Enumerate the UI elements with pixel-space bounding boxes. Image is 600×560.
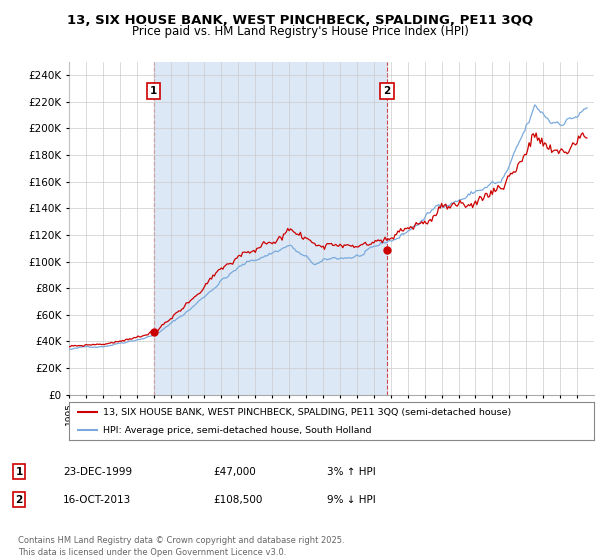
Text: £108,500: £108,500	[213, 494, 262, 505]
Text: £47,000: £47,000	[213, 466, 256, 477]
Text: 3% ↑ HPI: 3% ↑ HPI	[327, 466, 376, 477]
Text: 2: 2	[16, 494, 23, 505]
Text: 1: 1	[16, 466, 23, 477]
Text: 13, SIX HOUSE BANK, WEST PINCHBECK, SPALDING, PE11 3QQ: 13, SIX HOUSE BANK, WEST PINCHBECK, SPAL…	[67, 14, 533, 27]
Text: 23-DEC-1999: 23-DEC-1999	[63, 466, 132, 477]
Text: 16-OCT-2013: 16-OCT-2013	[63, 494, 131, 505]
Text: 13, SIX HOUSE BANK, WEST PINCHBECK, SPALDING, PE11 3QQ (semi-detached house): 13, SIX HOUSE BANK, WEST PINCHBECK, SPAL…	[103, 408, 511, 417]
Text: 1: 1	[150, 86, 157, 96]
Text: HPI: Average price, semi-detached house, South Holland: HPI: Average price, semi-detached house,…	[103, 426, 371, 435]
Text: 2: 2	[383, 86, 391, 96]
Text: Contains HM Land Registry data © Crown copyright and database right 2025.
This d: Contains HM Land Registry data © Crown c…	[18, 536, 344, 557]
Text: Price paid vs. HM Land Registry's House Price Index (HPI): Price paid vs. HM Land Registry's House …	[131, 25, 469, 38]
Text: 9% ↓ HPI: 9% ↓ HPI	[327, 494, 376, 505]
Bar	[154, 62, 387, 395]
